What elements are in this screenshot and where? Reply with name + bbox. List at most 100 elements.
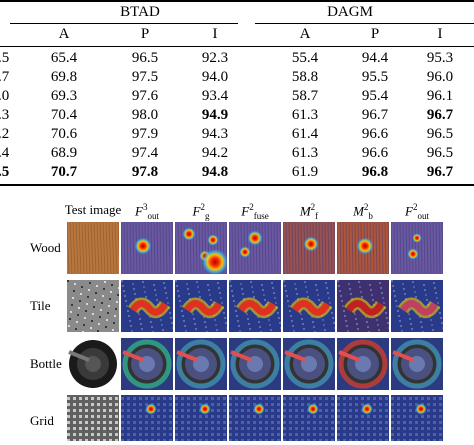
column-header-4: M2f: [299, 202, 319, 221]
sub-header-0: A: [58, 26, 70, 42]
table-cell: 70.6: [50, 126, 78, 142]
heatmap-bottle: [283, 338, 335, 390]
table-cell: 69.8: [50, 69, 78, 85]
group-header-btad: BTAD: [120, 4, 160, 20]
sub-header-2: I: [212, 26, 218, 42]
table-cell: 97.6: [131, 88, 159, 104]
table-cell: 65.4: [50, 50, 78, 66]
heatmap-wood: [175, 222, 227, 274]
heatmap-grid: [283, 395, 335, 441]
table-cell: 97.5: [131, 69, 159, 85]
table-cell: 96.8: [361, 164, 389, 180]
heatmap-grid: [175, 395, 227, 441]
row-label-wood: Wood: [30, 240, 61, 255]
row-lead-fragment: .5: [0, 50, 10, 66]
heatmap-figure: Test image F3out F2g F2fuse M2f M2b F2out Wood…: [0, 200, 474, 445]
table-cell: 96.0: [426, 69, 454, 85]
column-header-5: M2b: [353, 202, 373, 221]
heatmap-tile: [175, 280, 227, 332]
heatmap-wood: [283, 222, 335, 274]
heatmap-tile: [337, 280, 389, 332]
heatmap-bottle: [337, 338, 389, 390]
heatmap-wood: [337, 222, 389, 274]
heatmap-wood: [121, 222, 173, 274]
table-cell: 70.4: [50, 107, 78, 123]
table-bottom-rule: [0, 184, 474, 186]
group-header-dagm: DAGM: [327, 4, 373, 20]
table-cell: 61.4: [291, 126, 319, 142]
table-cell: 61.3: [291, 107, 319, 123]
row-lead-fragment: .5: [0, 164, 10, 180]
table-cell: 70.7: [50, 164, 78, 180]
heatmap-tile: [283, 280, 335, 332]
heatmap-grid: [391, 395, 443, 441]
table-cell: 94.8: [201, 164, 229, 180]
btad-underline: [10, 23, 238, 24]
table-cell: 94.2: [201, 145, 229, 161]
table-cell: 96.5: [426, 145, 454, 161]
row-label-tile: Tile: [30, 298, 51, 313]
test-image-bottle: [67, 338, 119, 390]
sub-header-1: P: [140, 26, 150, 42]
heatmap-bottle: [175, 338, 227, 390]
table-cell: 96.7: [361, 107, 389, 123]
table-cell: 61.9: [291, 164, 319, 180]
table-cell: 96.5: [426, 126, 454, 142]
table-cell: 97.4: [131, 145, 159, 161]
heatmap-tile: [391, 280, 443, 332]
table-cell: 61.3: [291, 145, 319, 161]
table-cell: 94.4: [361, 50, 389, 66]
heatmap-grid: [229, 395, 281, 441]
row-lead-fragment: .4: [0, 145, 10, 161]
table-cell: 96.1: [426, 88, 454, 104]
table-top-rule: [0, 0, 474, 2]
column-header-1: F3out: [135, 202, 159, 221]
table-cell: 98.0: [131, 107, 159, 123]
heatmap-tile: [121, 280, 173, 332]
row-lead-fragment: .2: [0, 126, 10, 142]
table-cell: 97.8: [131, 164, 159, 180]
table-cell: 96.7: [426, 107, 454, 123]
heatmap-tile: [229, 280, 281, 332]
table-cell: 94.3: [201, 126, 229, 142]
table-cell: 58.7: [291, 88, 319, 104]
heatmap-bottle: [391, 338, 443, 390]
row-lead-fragment: .7: [0, 69, 10, 85]
sub-header-3: A: [299, 26, 311, 42]
column-header-3: F2fuse: [241, 202, 269, 221]
heatmap-wood: [229, 222, 281, 274]
test-image-tile: [67, 280, 119, 332]
table-cell: 94.0: [201, 69, 229, 85]
heatmap-wood: [391, 222, 443, 274]
column-header-2: F2g: [192, 202, 210, 221]
header-bottom-rule: [0, 46, 474, 47]
table-cell: 95.5: [361, 69, 389, 85]
table-cell: 94.9: [201, 107, 229, 123]
sub-header-5: I: [437, 26, 443, 42]
heatmap-grid: [337, 395, 389, 441]
row-lead-fragment: .0: [0, 88, 10, 104]
table-cell: 97.9: [131, 126, 159, 142]
table-cell: 68.9: [50, 145, 78, 161]
test-image-grid: [67, 395, 119, 441]
table-cell: 55.4: [291, 50, 319, 66]
column-header-0: Test image: [64, 202, 122, 217]
test-image-wood: [67, 222, 119, 274]
column-header-6: F2out: [405, 202, 429, 221]
row-label-bottle: Bottle: [30, 356, 62, 371]
table-cell: 93.4: [201, 88, 229, 104]
heatmap-grid: [121, 395, 173, 441]
table-cell: 95.4: [361, 88, 389, 104]
dagm-underline: [255, 23, 474, 24]
table-cell: 96.6: [361, 145, 389, 161]
table-cell: 95.3: [426, 50, 454, 66]
row-lead-fragment: .3: [0, 107, 10, 123]
table-cell: 96.5: [131, 50, 159, 66]
table-cell: 58.8: [291, 69, 319, 85]
heatmap-bottle: [121, 338, 173, 390]
table-cell: 96.6: [361, 126, 389, 142]
table-cell: 69.3: [50, 88, 78, 104]
table-cell: 96.7: [426, 164, 454, 180]
table-cell: 92.3: [201, 50, 229, 66]
heatmap-bottle: [229, 338, 281, 390]
